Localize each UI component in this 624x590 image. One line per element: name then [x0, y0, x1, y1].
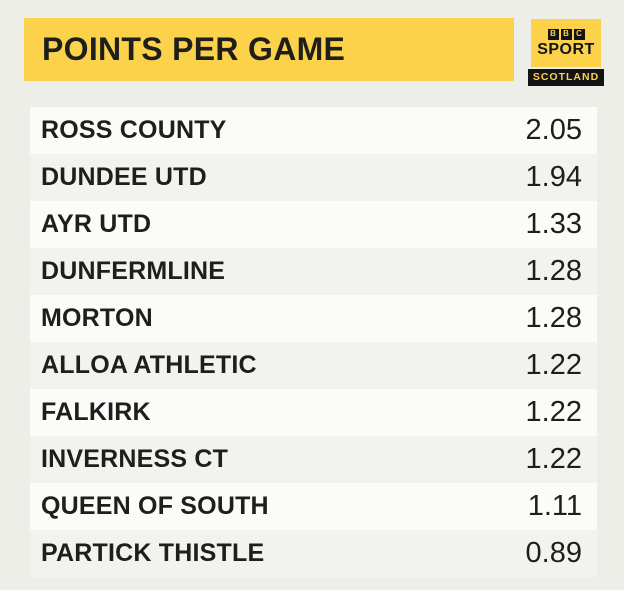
bbc-sport-logo-square: B B C SPORT — [531, 19, 601, 67]
bbc-block-letter: B — [547, 28, 559, 40]
header-bar: POINTS PER GAME — [24, 18, 514, 81]
table-row: AYR UTD 1.33 — [30, 201, 597, 248]
team-value: 1.28 — [525, 255, 582, 287]
team-name: PARTICK THISTLE — [41, 539, 265, 567]
table-row: ROSS COUNTY 2.05 — [30, 107, 597, 154]
table-row: QUEEN OF SOUTH 1.11 — [30, 483, 597, 530]
team-name: MORTON — [41, 304, 153, 332]
bbc-block-letter: B — [560, 28, 572, 40]
team-value: 1.22 — [525, 349, 582, 381]
team-name: ROSS COUNTY — [41, 116, 227, 144]
table-row: INVERNESS CT 1.22 — [30, 436, 597, 483]
table-row: PARTICK THISTLE 0.89 — [30, 530, 597, 577]
table-row: FALKIRK 1.22 — [30, 389, 597, 436]
team-value: 1.28 — [525, 302, 582, 334]
team-name: DUNDEE UTD — [41, 163, 207, 191]
team-value: 1.22 — [525, 443, 582, 475]
page-title: POINTS PER GAME — [42, 31, 346, 67]
sport-label: SPORT — [537, 40, 595, 58]
team-value: 1.94 — [525, 161, 582, 193]
table-row: DUNFERMLINE 1.28 — [30, 248, 597, 295]
team-name: DUNFERMLINE — [41, 257, 226, 285]
team-name: ALLOA ATHLETIC — [41, 351, 257, 379]
table-row: ALLOA ATHLETIC 1.22 — [30, 342, 597, 389]
team-name: AYR UTD — [41, 210, 152, 238]
team-value: 1.11 — [527, 490, 582, 522]
scotland-bar: SCOTLAND — [528, 69, 604, 86]
table-row: DUNDEE UTD 1.94 — [30, 154, 597, 201]
team-name: FALKIRK — [41, 398, 151, 426]
team-value: 1.33 — [525, 208, 582, 240]
table-row: MORTON 1.28 — [30, 295, 597, 342]
team-value: 0.89 — [525, 537, 582, 569]
points-per-game-table: ROSS COUNTY 2.05 DUNDEE UTD 1.94 AYR UTD… — [30, 107, 597, 577]
scotland-label: SCOTLAND — [532, 71, 600, 84]
bbc-block-letter: C — [573, 28, 585, 40]
bbc-blocks-icon: B B C — [547, 28, 585, 40]
team-value: 2.05 — [525, 114, 582, 146]
team-name: QUEEN OF SOUTH — [41, 492, 269, 520]
bbc-sport-scotland-logo: B B C SPORT SCOTLAND — [528, 19, 604, 86]
team-name: INVERNESS CT — [41, 445, 229, 473]
team-value: 1.22 — [525, 396, 582, 428]
